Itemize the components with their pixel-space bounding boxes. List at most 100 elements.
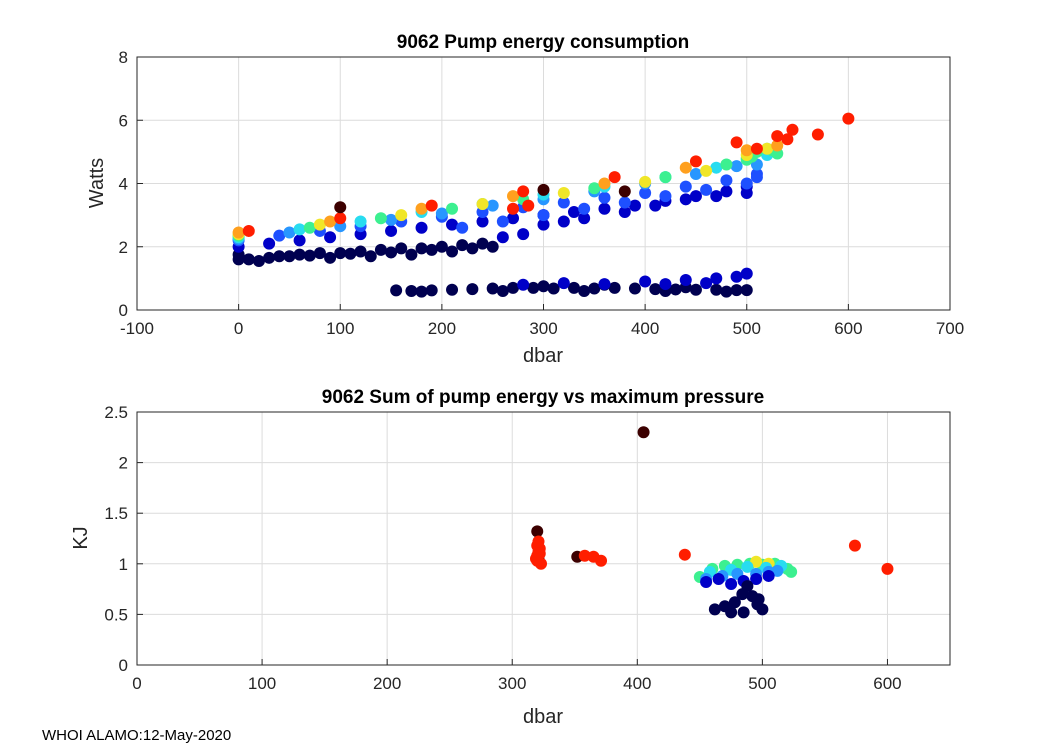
data-point xyxy=(232,226,245,239)
x-tick-label: 200 xyxy=(373,674,401,693)
data-point xyxy=(762,569,775,582)
plot2-ylabel: KJ xyxy=(70,526,92,549)
data-point xyxy=(618,205,631,218)
x-tick-label: 100 xyxy=(248,674,276,693)
data-point xyxy=(771,139,784,152)
data-point xyxy=(522,199,535,212)
data-point xyxy=(507,281,520,294)
data-point xyxy=(324,215,337,228)
y-tick-label: 0.5 xyxy=(104,605,128,624)
data-point xyxy=(781,133,794,146)
data-point xyxy=(446,218,459,231)
data-point xyxy=(700,164,713,177)
data-point xyxy=(476,198,489,211)
data-point xyxy=(588,282,601,295)
data-point xyxy=(395,242,408,255)
data-point xyxy=(466,283,479,296)
data-point xyxy=(689,190,702,203)
data-point xyxy=(618,185,631,198)
data-point xyxy=(598,177,611,190)
data-point xyxy=(659,278,672,291)
data-point xyxy=(720,285,733,298)
data-point xyxy=(730,160,743,173)
data-point xyxy=(456,239,469,252)
data-point xyxy=(598,278,611,291)
data-point xyxy=(639,175,652,188)
data-point xyxy=(456,221,469,234)
data-point xyxy=(425,284,438,297)
data-point xyxy=(517,278,530,291)
data-point xyxy=(771,564,784,577)
plot-energy-sum: 0 100 200 300 400 500 600 0 0.5 1 1.5 2 2.5 9062 Sum… xyxy=(70,387,951,728)
data-point xyxy=(771,130,784,143)
data-point xyxy=(637,426,650,439)
data-point xyxy=(595,554,608,567)
data-point xyxy=(242,224,255,237)
data-point xyxy=(710,283,723,296)
plot2-axes-frame xyxy=(136,411,951,666)
y-tick-label: 2.5 xyxy=(104,403,128,422)
x-tick-label: 600 xyxy=(873,674,901,693)
data-point xyxy=(385,213,398,226)
data-point xyxy=(374,243,387,256)
y-tick-label: 4 xyxy=(119,175,128,194)
data-point xyxy=(750,142,763,155)
data-point xyxy=(435,240,448,253)
data-point xyxy=(537,218,550,231)
x-tick-label: 500 xyxy=(733,319,761,338)
plot1-axes-frame xyxy=(136,56,951,311)
data-point xyxy=(848,539,861,552)
data-point xyxy=(293,234,306,247)
data-point xyxy=(720,174,733,187)
y-tick-label: 1 xyxy=(119,555,128,574)
data-point xyxy=(293,248,306,261)
data-point xyxy=(679,161,692,174)
data-point xyxy=(740,177,753,190)
data-point xyxy=(740,186,753,199)
data-point xyxy=(537,280,550,293)
data-point xyxy=(740,284,753,297)
plot1-xlabel: dbar xyxy=(523,345,563,367)
data-point xyxy=(786,123,799,136)
data-point xyxy=(710,161,723,174)
data-point xyxy=(324,251,337,264)
data-point xyxy=(712,572,725,585)
data-point xyxy=(334,247,347,260)
plot1-points xyxy=(232,112,855,298)
y-tick-label: 2 xyxy=(119,238,128,257)
data-point xyxy=(679,180,692,193)
data-point xyxy=(578,212,591,225)
data-point xyxy=(567,205,580,218)
data-point xyxy=(750,572,763,585)
data-point xyxy=(496,215,509,228)
x-tick-label: 400 xyxy=(631,319,659,338)
data-point xyxy=(557,277,570,290)
x-tick-label: 0 xyxy=(234,319,243,338)
data-point xyxy=(476,237,489,250)
data-point xyxy=(720,185,733,198)
data-point xyxy=(761,142,774,155)
data-point xyxy=(578,549,591,562)
data-point xyxy=(517,228,530,241)
data-point xyxy=(720,158,733,171)
data-point xyxy=(547,282,560,295)
data-point xyxy=(710,190,723,203)
x-tick-label: 400 xyxy=(623,674,651,693)
data-point xyxy=(741,560,754,573)
data-point xyxy=(390,284,403,297)
data-point xyxy=(649,199,662,212)
data-point xyxy=(324,231,337,244)
data-point xyxy=(303,249,316,262)
x-tick-label: 200 xyxy=(428,319,456,338)
data-point xyxy=(557,215,570,228)
data-point xyxy=(598,202,611,215)
plot2-xlabel: dbar xyxy=(523,706,563,728)
data-point xyxy=(689,168,702,181)
data-point xyxy=(725,606,738,619)
data-point xyxy=(263,237,276,250)
data-point xyxy=(435,207,448,220)
data-point xyxy=(752,593,765,606)
data-point xyxy=(446,202,459,215)
data-point xyxy=(567,281,580,294)
data-point xyxy=(608,281,621,294)
